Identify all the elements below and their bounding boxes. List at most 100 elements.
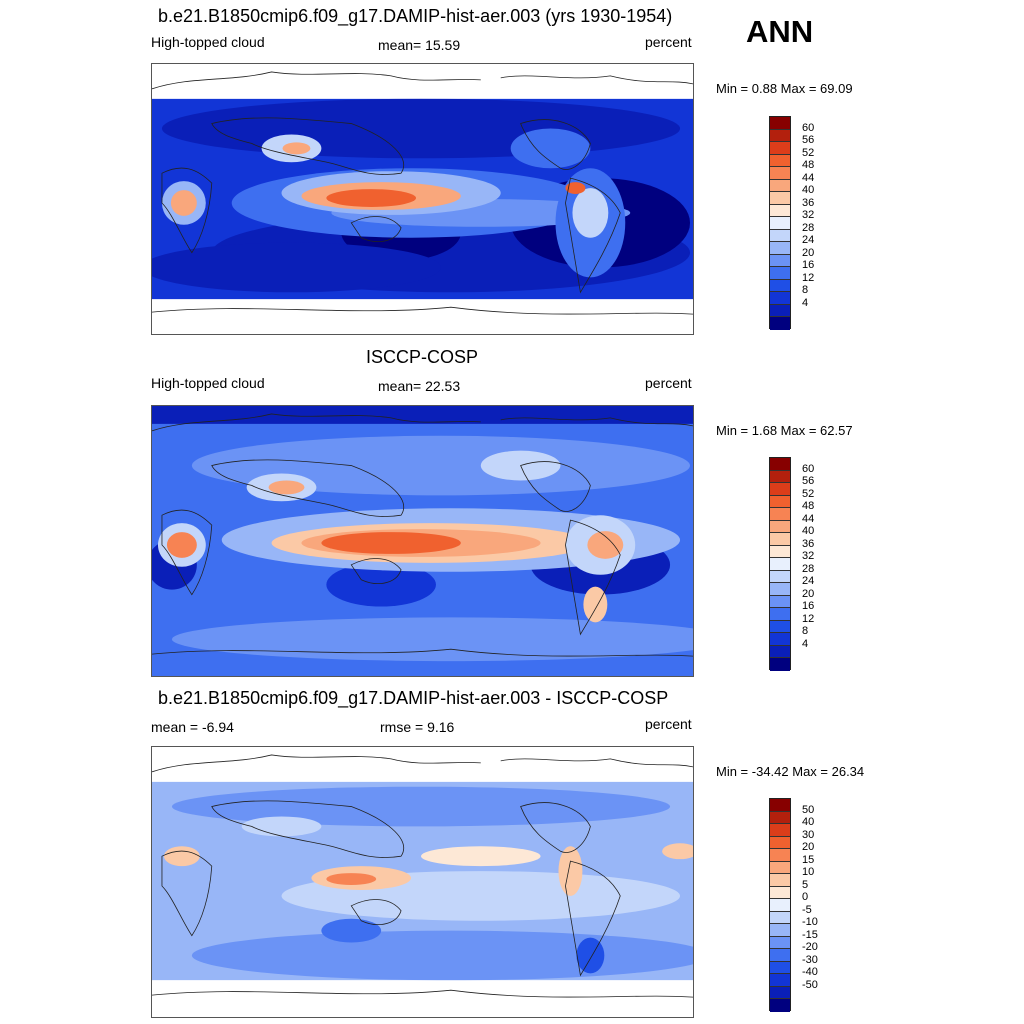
colorbar-swatch (770, 217, 790, 230)
colorbar-tick-label: 10 (802, 866, 815, 879)
colorbar-swatch (770, 595, 790, 609)
colorbar-swatch (770, 936, 790, 950)
colorbar-swatch (770, 961, 790, 975)
colorbar-tick-label: 20 (802, 841, 815, 854)
colorbar-swatch (770, 179, 790, 193)
panel2-colorbar (769, 457, 791, 671)
colorbar-tick-label: 30 (802, 828, 815, 841)
colorbar-tick-label: 0 (802, 891, 809, 904)
panel1-title: b.e21.B1850cmip6.f09_g17.DAMIP-hist-aer.… (158, 6, 673, 26)
colorbar-tick-label: 12 (802, 271, 815, 284)
panel1-coastlines (152, 71, 693, 315)
panel2-title: ISCCP-COSP (366, 347, 479, 367)
colorbar-tick-label: 44 (802, 512, 815, 525)
colorbar-tick-label: 60 (802, 121, 815, 134)
colorbar-tick-label: 5 (802, 878, 809, 891)
panel1-map-svg (152, 71, 693, 315)
colorbar-tick-label: 4 (802, 296, 809, 309)
colorbar-swatch (770, 570, 790, 584)
panel2-coastlines (152, 413, 693, 657)
colorbar-swatch (770, 836, 790, 850)
colorbar-swatch (770, 986, 790, 1000)
colorbar-tick-label: 48 (802, 500, 815, 513)
colorbar-tick-label: 52 (802, 146, 815, 159)
panel3-minmax-label: Min = -34.42 Max = 26.34 (716, 764, 865, 779)
colorbar-swatch (770, 508, 790, 521)
colorbar-swatch (770, 558, 790, 571)
colorbar-swatch (770, 886, 790, 900)
colorbar-tick-label: -30 (802, 953, 818, 966)
colorbar-swatch (770, 811, 790, 825)
colorbar-swatch (770, 142, 790, 155)
colorbar-swatch (770, 520, 790, 534)
colorbar-swatch (770, 583, 790, 596)
colorbar-tick-label: 24 (802, 234, 815, 247)
colorbar-swatch (770, 899, 790, 912)
colorbar-tick-label: 32 (802, 209, 815, 222)
colorbar-swatch (770, 192, 790, 205)
colorbar-tick-label: -40 (802, 966, 818, 979)
colorbar-swatch (770, 154, 790, 168)
colorbar-tick-label: 36 (802, 196, 815, 209)
colorbar-tick-label: 12 (802, 612, 815, 625)
colorbar-tick-label: 24 (802, 575, 815, 588)
colorbar-tick-label: 60 (802, 462, 815, 475)
colorbar-swatch (770, 824, 790, 837)
colorbar-tick-label: 28 (802, 221, 815, 234)
season-label: ANN (746, 14, 814, 49)
panel2-map-svg (152, 406, 693, 676)
panel3-rmse-label: rmse = 9.16 (380, 719, 455, 735)
colorbar-tick-label: 20 (802, 587, 815, 600)
colorbar-tick-label: 52 (802, 487, 815, 500)
panel1-mean-label: mean= 15.59 (378, 37, 461, 53)
colorbar-tick-label: 8 (802, 284, 809, 297)
panel1-units-label: percent (645, 34, 692, 50)
colorbar-swatch (770, 483, 790, 496)
colorbar-swatch (770, 924, 790, 937)
colorbar-swatch (770, 470, 790, 484)
colorbar-swatch (770, 204, 790, 218)
colorbar-swatch (770, 545, 790, 559)
colorbar-swatch (770, 949, 790, 962)
colorbar-tick-label: 40 (802, 525, 815, 538)
panel2-mean-label: mean= 22.53 (378, 378, 461, 394)
colorbar-tick-label: 4 (802, 637, 809, 650)
colorbar-tick-label: 50 (802, 803, 815, 816)
colorbar-swatch (770, 911, 790, 925)
panel3-map-svg (152, 754, 693, 998)
colorbar-tick-label: 8 (802, 625, 809, 638)
panel2-map (151, 405, 694, 677)
colorbar-tick-label: 20 (802, 246, 815, 259)
colorbar-swatch (770, 608, 790, 621)
colorbar-tick-label: 36 (802, 537, 815, 550)
panel1-map (151, 63, 694, 335)
colorbar-swatch (770, 279, 790, 293)
panel3-mean-label: mean = -6.94 (151, 719, 234, 735)
colorbar-tick-label: 48 (802, 159, 815, 172)
colorbar-tick-label: 16 (802, 259, 815, 272)
colorbar-swatch (770, 117, 790, 130)
colorbar-tick-label: 32 (802, 550, 815, 563)
colorbar-swatch (770, 495, 790, 509)
colorbar-swatch (770, 229, 790, 243)
colorbar-swatch (770, 658, 790, 671)
colorbar-swatch (770, 799, 790, 812)
panel3-colorbar (769, 798, 791, 1012)
colorbar-swatch (770, 849, 790, 862)
colorbar-tick-label: 15 (802, 853, 815, 866)
colorbar-swatch (770, 267, 790, 280)
colorbar-tick-label: 16 (802, 600, 815, 613)
colorbar-swatch (770, 999, 790, 1012)
colorbar-tick-label: 44 (802, 171, 815, 184)
colorbar-tick-label: 40 (802, 816, 815, 829)
colorbar-tick-label: -50 (802, 978, 818, 991)
panel2-minmax-label: Min = 1.68 Max = 62.57 (716, 423, 853, 438)
colorbar-tick-label: 56 (802, 475, 815, 488)
panel1-variable-label: High-topped cloud (151, 34, 265, 50)
panel2-variable-label: High-topped cloud (151, 375, 265, 391)
colorbar-swatch (770, 129, 790, 143)
panel1-colorbar (769, 116, 791, 330)
colorbar-swatch (770, 533, 790, 546)
colorbar-swatch (770, 317, 790, 330)
colorbar-swatch (770, 292, 790, 305)
